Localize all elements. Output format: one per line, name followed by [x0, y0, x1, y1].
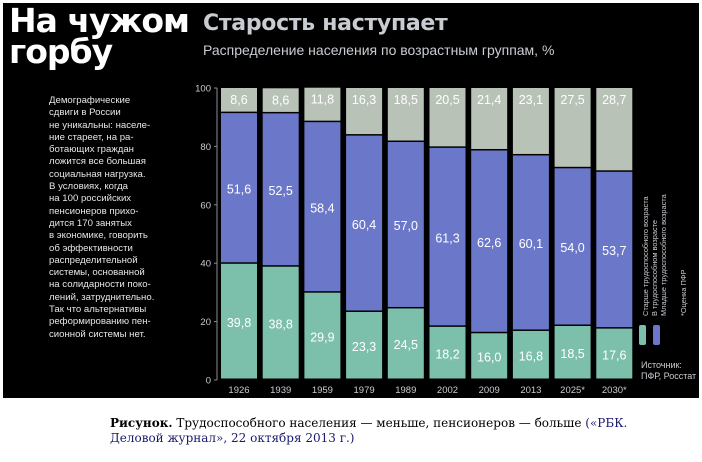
bar-working — [387, 142, 424, 307]
bar-older — [471, 88, 508, 149]
chart-title: Старость наступает — [203, 11, 448, 36]
x-tick-label: 1939 — [270, 385, 291, 396]
legend-swatch-working — [653, 325, 660, 345]
bar-younger — [387, 308, 424, 379]
x-tick-label: 2013 — [520, 385, 541, 396]
y-tick-label: 80 — [200, 142, 211, 153]
source-label: Источник: — [641, 360, 682, 370]
data-label-younger: 39,8 — [227, 316, 251, 330]
data-label-older: 23,1 — [519, 93, 543, 107]
data-label-older: 11,8 — [311, 93, 334, 107]
legend-label-younger: Младше трудоспособного возраста — [659, 194, 668, 316]
bar-older — [596, 88, 633, 171]
bar-younger — [596, 328, 633, 379]
infographic: На чужом горбу Демографические сдвиги в … — [3, 3, 699, 398]
bar-younger — [429, 326, 466, 379]
legend-label-older: Старше трудоспособного возраста — [641, 196, 650, 316]
data-label-younger: 17,6 — [602, 348, 626, 362]
bar-older — [554, 88, 591, 167]
bar-younger — [262, 266, 299, 379]
data-label-older: 16,3 — [352, 93, 376, 107]
data-label-younger: 18,5 — [560, 347, 584, 361]
bar-working — [429, 147, 466, 326]
x-tick-label: 2002 — [437, 385, 458, 396]
data-label-older: 27,5 — [560, 93, 584, 107]
data-label-younger: 29,9 — [310, 330, 334, 344]
data-label-older: 8,6 — [230, 93, 247, 107]
data-label-younger: 16,0 — [477, 351, 501, 365]
data-label-working: 51,6 — [227, 182, 251, 196]
data-label-younger: 24,5 — [394, 338, 418, 352]
x-tick-label: 1926 — [228, 385, 249, 396]
bar-working — [346, 135, 383, 311]
bar-younger — [346, 311, 383, 379]
bar-older — [387, 88, 424, 141]
legend: Старше трудоспособного возраста В трудос… — [641, 118, 691, 318]
figure-caption: Рисунок. Трудоспособного населения — мен… — [110, 416, 670, 446]
bar-working — [262, 113, 299, 266]
data-label-older: 18,5 — [394, 93, 418, 107]
bar-older — [221, 88, 257, 112]
caption-source: («РБК. Деловой журнал», 22 октября 2013 … — [110, 416, 628, 445]
stacked-bar-chart: 0 20 40 60 80 100 39,8 51,6 8,6 1926 38,8 52,5 8,6 19… — [195, 84, 633, 396]
y-tick-label: 0 — [206, 376, 211, 387]
data-label-working: 60,4 — [352, 218, 376, 232]
bar-older — [429, 88, 466, 147]
data-label-working: 62,6 — [477, 236, 501, 250]
legend-swatch-younger — [639, 325, 646, 345]
legend-swatches — [639, 325, 689, 345]
source-note: Источник: ПФР, Росстат — [641, 360, 696, 382]
bar-younger — [221, 263, 257, 379]
data-label-older: 8,6 — [272, 93, 289, 107]
x-tick-label: 2025* — [560, 385, 585, 396]
y-tick-label: 100 — [195, 84, 211, 95]
bar-working — [304, 122, 341, 292]
chart-subtitle: Распределение населения по возрастным гр… — [203, 42, 555, 58]
bar-working — [221, 113, 257, 263]
data-label-younger: 18,2 — [435, 347, 459, 361]
bar-working — [512, 155, 549, 330]
x-tick-label: 1989 — [395, 385, 416, 396]
data-label-older: 28,7 — [602, 93, 626, 107]
bar-working — [596, 171, 633, 328]
data-label-working: 58,4 — [310, 201, 334, 215]
data-label-working: 52,5 — [269, 184, 293, 198]
legend-note: *Оценка ПФР — [679, 269, 688, 316]
data-label-working: 57,0 — [394, 219, 418, 233]
description-text: Демографические сдвиги в России не уника… — [49, 95, 155, 340]
bar-older — [512, 88, 549, 154]
data-label-working: 61,3 — [435, 231, 459, 245]
y-tick-label: 20 — [200, 317, 211, 328]
data-label-working: 54,0 — [560, 241, 584, 255]
x-tick-label: 2030* — [602, 385, 627, 396]
data-label-younger: 23,3 — [352, 340, 376, 354]
bar-younger — [471, 333, 508, 379]
x-tick-label: 1979 — [354, 385, 375, 396]
bar-younger — [554, 325, 591, 379]
bar-working — [471, 150, 508, 332]
source-value: ПФР, Росстат — [641, 371, 697, 381]
data-label-older: 20,5 — [435, 93, 459, 107]
y-tick-label: 60 — [200, 200, 211, 211]
x-tick-label: 2009 — [479, 385, 500, 396]
data-label-younger: 38,8 — [269, 317, 293, 331]
bar-working — [554, 168, 591, 325]
data-label-working: 60,1 — [519, 237, 543, 251]
y-tick-label: 40 — [200, 259, 211, 270]
bar-younger — [512, 330, 549, 379]
data-label-younger: 16,8 — [519, 349, 543, 363]
bar-younger — [304, 292, 341, 379]
x-tick-label: 1959 — [312, 385, 333, 396]
infographic-title: На чужом горбу — [9, 1, 190, 71]
bar-older — [262, 88, 299, 112]
data-label-working: 53,7 — [602, 244, 626, 258]
caption-title: Трудоспособного населения — меньше, пенс… — [176, 416, 582, 430]
bar-older — [304, 87, 341, 121]
legend-label-working: В трудоспособном возрасте — [650, 219, 659, 316]
caption-prefix: Рисунок. — [110, 416, 173, 430]
bar-older — [346, 88, 383, 135]
data-label-older: 21,4 — [477, 93, 501, 107]
